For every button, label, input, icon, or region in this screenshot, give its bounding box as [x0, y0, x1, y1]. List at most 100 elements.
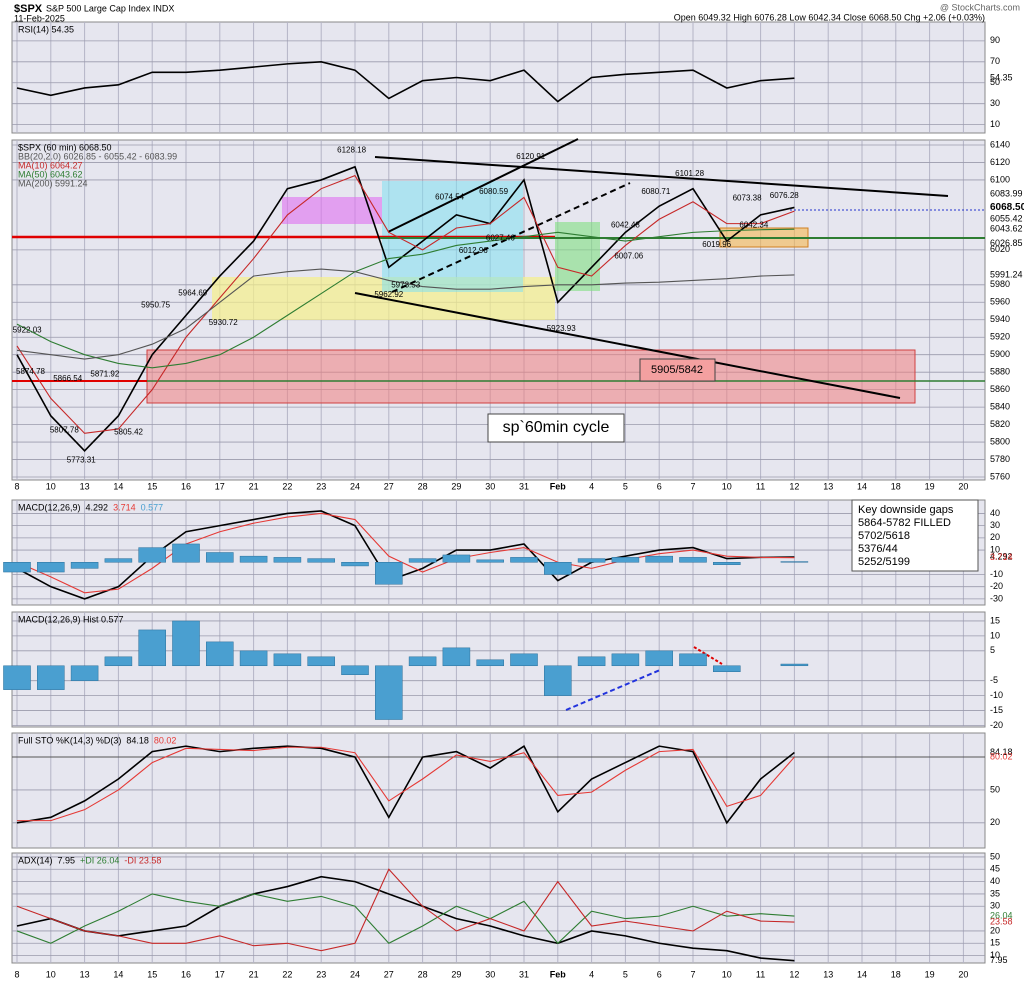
y-tick-label: -5 [990, 675, 998, 685]
x-tick-label: 31 [519, 969, 529, 979]
x-tick-label: 23 [316, 969, 326, 979]
annotation: sp`60min cycle [503, 419, 610, 436]
price-label: 5950.75 [141, 300, 170, 309]
price-label: 5922.03 [13, 326, 42, 335]
legend-entry: ADX(14) [18, 855, 53, 865]
brand: @ StockCharts.com [940, 2, 1020, 12]
bar [341, 562, 369, 567]
legend-entry: 80.02 [154, 735, 177, 745]
bar [307, 656, 335, 667]
legend-entry: Full STO %K(14,3) %D(3) [18, 735, 121, 745]
price-label: 6080.59 [479, 187, 508, 196]
y-tick-label: 40 [990, 508, 1000, 518]
legend-entry: 7.95 [58, 855, 76, 865]
price-label: 6128.18 [337, 145, 366, 154]
price-label: 6120.91 [516, 152, 545, 161]
x-tick-label: 10 [722, 481, 732, 491]
gap-zone [146, 349, 916, 404]
x-tick-label: 30 [485, 969, 495, 979]
x-tick-label: 31 [519, 481, 529, 491]
bar [104, 558, 133, 563]
bar [70, 665, 99, 681]
series-line [16, 174, 795, 434]
bar [3, 562, 31, 573]
x-tick-label: 28 [418, 969, 428, 979]
y-tick-label: 30 [990, 98, 1000, 108]
x-tick-label: 22 [282, 969, 292, 979]
price-label: 6080.71 [641, 187, 670, 196]
y-tick-label: 50 [990, 77, 1000, 87]
note: 5702/5618 [858, 530, 910, 542]
y-tick-label: 5880 [990, 367, 1010, 377]
bar [70, 562, 99, 569]
y-tick-label: 15 [990, 938, 1000, 948]
legend-entry: -DI 23.58 [124, 855, 161, 865]
y-tick-label: 6120 [990, 157, 1010, 167]
price-label: 6076.28 [770, 191, 799, 200]
legend-entry: 4.292 [86, 502, 109, 512]
price-label: 6074.54 [435, 192, 464, 201]
x-tick-label: 18 [891, 481, 901, 491]
series-line [16, 268, 795, 360]
panel [11, 732, 986, 849]
x-tick-label: 10 [46, 481, 56, 491]
bar [713, 665, 741, 672]
y-tick-label: 5 [990, 645, 995, 655]
price-label: 5773.31 [67, 456, 96, 465]
last-value: 84.18 [990, 747, 1013, 757]
y-tick-label: 5960 [990, 297, 1010, 307]
legend-entry: 3.714 [113, 502, 136, 512]
price-label: 6042.48 [611, 220, 640, 229]
y-tick-label: -20 [990, 720, 1003, 730]
label-box [487, 413, 625, 443]
price-label: 6012.96 [459, 246, 488, 255]
bar [645, 650, 673, 667]
y-tick-label: 50 [990, 784, 1000, 794]
y-tick-label: 5820 [990, 419, 1010, 429]
price-label: 5930.72 [209, 318, 238, 327]
trend-line [354, 292, 901, 399]
x-tick-label: 11 [756, 481, 765, 491]
bar [273, 653, 302, 667]
symbol: $SPX [14, 3, 43, 15]
bar [375, 562, 403, 585]
y-tick-label: 6020 [990, 244, 1010, 254]
y-tick-label: 90 [990, 35, 1000, 45]
y-tick-label: 6100 [990, 174, 1010, 184]
last-value: 6026.85 [990, 238, 1023, 248]
legend-entry: $SPX (60 min) 6068.50 [18, 142, 112, 152]
x-tick-label: 7 [690, 481, 695, 491]
x-tick-label: 14 [113, 481, 123, 491]
last-value: 54.35 [990, 73, 1013, 83]
legend-entry: MA(10) 6064.27 [18, 160, 83, 170]
last-value: 80.02 [990, 751, 1013, 761]
price-label: 6019.96 [702, 240, 731, 249]
bar [172, 543, 200, 563]
x-tick-label: 4 [589, 969, 594, 979]
bar [239, 650, 268, 667]
legend-entry: BB(20,2.0) 6026.85 - 6055.42 - 6083.99 [18, 151, 177, 161]
x-tick-label: 13 [80, 969, 90, 979]
y-tick-label: -20 [990, 581, 1003, 591]
bar [375, 665, 403, 720]
legend-entry: MACD(12,26,9) Hist 0.577 [18, 614, 124, 624]
x-tick-label: 17 [215, 969, 225, 979]
series-line [16, 228, 795, 369]
x-tick-label: 21 [249, 481, 259, 491]
series-line [16, 60, 795, 103]
bar [679, 557, 707, 563]
last-value: 26.04 [990, 910, 1013, 920]
y-tick-label: 20 [990, 817, 1000, 827]
bar [138, 629, 166, 667]
x-tick-label: 20 [958, 481, 968, 491]
price-label: 5807.78 [50, 425, 79, 434]
y-tick-label: 5860 [990, 384, 1010, 394]
bar [577, 558, 606, 563]
bar [442, 647, 471, 667]
x-tick-label: 12 [789, 969, 799, 979]
legend-entry: MACD(12,26,9) [18, 502, 81, 512]
x-tick-label: Feb [550, 481, 567, 491]
bar [577, 656, 606, 667]
series-line [16, 868, 795, 952]
y-tick-label: 6140 [990, 139, 1010, 149]
